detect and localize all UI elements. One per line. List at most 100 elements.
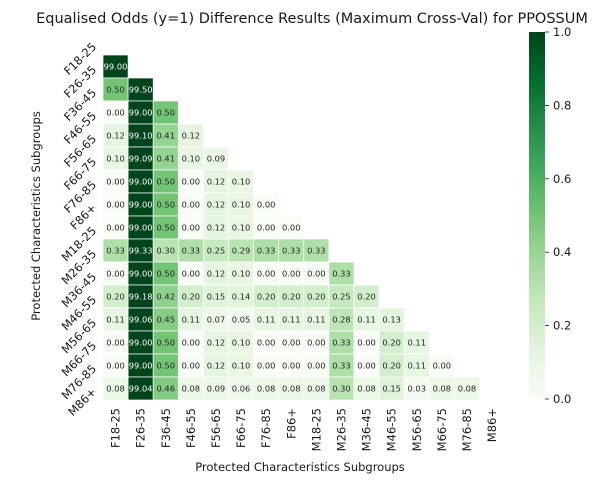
cell-value-label: 0.42 [157,292,175,302]
cell-value-label: 0.00 [106,361,124,371]
cell-value-label: 0.08 [257,384,275,394]
cell-value-label: 0.13 [382,315,400,325]
cell-value-label: 0.11 [257,315,275,325]
x-tick-label: M66-75 [435,408,449,451]
cell-value-label: 0.33 [307,246,325,256]
cell-value-label: 0.46 [157,384,175,394]
cell-value-label: 0.00 [257,338,275,348]
x-axis-tick-labels: F18-25 F26-35 F36-45 F46-55 F56-65 F66-75 F76-… [109,408,499,451]
cell-value-label: 0.14 [232,292,250,302]
cell-value-label: 99.00 [129,108,153,118]
cell-value-label: 0.33 [257,246,275,256]
cell-value-label: 0.00 [182,200,200,210]
cell-value-label: 99.04 [129,384,153,394]
x-tick-label: M56-65 [410,408,424,451]
cell-value-label: 0.10 [232,269,250,279]
x-tick-label: M46-55 [385,408,399,451]
cell-value-label: 0.33 [332,269,350,279]
colorbar [529,32,545,399]
cell-value-label: 0.10 [232,177,250,187]
cell-value-label: 0.50 [157,338,175,348]
cell-value-label: 0.00 [307,361,325,371]
cell-value-label: 0.50 [157,108,175,118]
cell-value-label: 0.00 [106,108,124,118]
cell-value-label: 0.00 [182,177,200,187]
colorbar-tick-label: 0.0 [553,392,571,406]
colorbar-tick-label: 1.0 [553,25,571,39]
cell-value-label: 0.11 [357,315,375,325]
cell-value-label: 0.10 [106,154,124,164]
cell-value-label: 0.00 [307,269,325,279]
colorbar-tick-label: 0.2 [553,319,571,333]
cell-value-label: 0.12 [207,200,225,210]
cell-value-label: 0.00 [182,338,200,348]
heatmap-cells [102,54,480,401]
cell-value-label: 0.33 [282,246,300,256]
cell-value-label: 99.00 [104,62,128,72]
cell-value-label: 99.10 [129,131,153,141]
cell-value-label: 0.09 [207,154,225,164]
cell-value-label: 0.15 [207,292,225,302]
cell-value-label: 0.29 [232,246,250,256]
cell-value-label: 0.20 [257,292,275,302]
cell-value-label: 0.50 [157,200,175,210]
cell-value-label: 0.00 [106,223,124,233]
x-tick-label: F56-65 [209,408,223,448]
cell-value-label: 0.20 [357,292,375,302]
cell-value-label: 0.12 [207,177,225,187]
cell-value-label: 0.50 [106,85,124,95]
cell-value-label: 0.00 [282,338,300,348]
cell-value-label: 0.00 [106,177,124,187]
cell-value-label: 0.00 [106,338,124,348]
cell-value-label: 99.00 [129,177,153,187]
cell-value-label: 0.00 [182,223,200,233]
cell-value-label: 0.00 [433,361,451,371]
cell-value-label: 0.11 [307,315,325,325]
cell-value-label: 0.00 [257,200,275,210]
cell-value-label: 99.09 [129,154,153,164]
cell-value-label: 0.06 [232,384,250,394]
cell-value-label: 0.00 [282,223,300,233]
cell-value-label: 0.20 [282,292,300,302]
cell-value-label: 0.00 [106,200,124,210]
x-tick-label: F86+ [284,408,298,439]
x-tick-label: M18-25 [309,408,323,451]
cell-value-label: 0.11 [182,315,200,325]
cell-value-label: 0.20 [182,292,200,302]
cell-value-label: 0.11 [106,315,124,325]
cell-value-label: 0.10 [232,223,250,233]
chart-title: Equalised Odds (y=1) Difference Results … [36,11,588,27]
x-tick-label: M76-85 [460,408,474,451]
x-tick-label: F46-55 [184,408,198,448]
cell-value-label: 0.12 [207,223,225,233]
cell-value-label: 0.08 [307,384,325,394]
cell-value-label: 99.00 [129,338,153,348]
cell-value-label: 0.12 [182,131,200,141]
x-tick-label: M26-35 [334,408,348,451]
cell-value-label: 0.20 [382,338,400,348]
cell-value-label: 0.12 [207,338,225,348]
cell-value-label: 0.20 [106,292,124,302]
cell-value-label: 99.00 [129,200,153,210]
cell-value-label: 0.00 [282,361,300,371]
cell-value-label: 0.33 [106,246,124,256]
x-tick-label: F76-85 [259,408,273,448]
cell-value-label: 0.30 [157,246,175,256]
x-tick-label: M86+ [485,408,499,442]
cell-value-label: 0.33 [332,361,350,371]
cell-value-label: 0.33 [182,246,200,256]
cell-value-label: 99.06 [129,315,153,325]
colorbar-tick-labels: 0.0 0.2 0.4 0.6 0.8 1.0 [545,25,571,406]
cell-value-label: 99.00 [129,223,153,233]
cell-value-label: 0.25 [332,292,350,302]
cell-value-label: 0.20 [382,361,400,371]
cell-value-label: 0.25 [207,246,225,256]
cell-value-label: 0.00 [182,269,200,279]
cell-value-label: 0.11 [282,315,300,325]
cell-value-label: 0.10 [232,338,250,348]
cell-value-label: 0.33 [332,338,350,348]
cell-value-label: 0.00 [357,338,375,348]
cell-value-label: 0.00 [307,338,325,348]
cell-value-label: 0.10 [182,154,200,164]
y-axis-label: Protected Characteristics Subgroups [29,111,43,321]
